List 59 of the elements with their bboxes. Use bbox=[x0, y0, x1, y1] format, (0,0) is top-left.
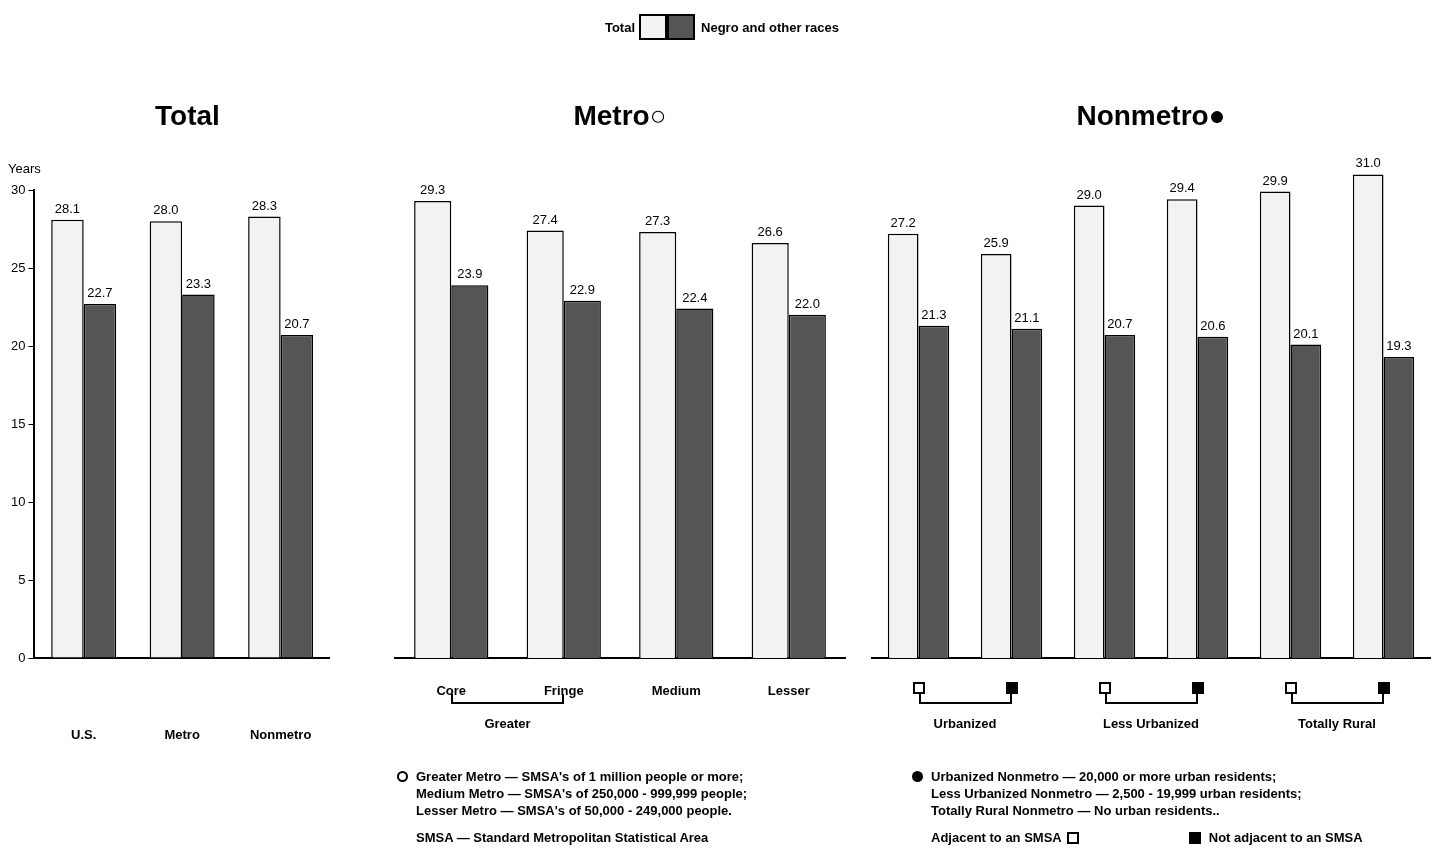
data-label: 31.0 bbox=[1355, 155, 1381, 171]
data-label: 23.9 bbox=[457, 266, 483, 282]
data-label: 25.9 bbox=[983, 235, 1009, 251]
y-tick-label: 0 bbox=[18, 649, 26, 665]
text: Less Urbanized Nonmetro — 2,500 - 19,999 urban residents; bbox=[931, 785, 1302, 802]
y-tick-label: 30 bbox=[10, 181, 26, 197]
data-label: 29.0 bbox=[1076, 186, 1102, 202]
data-label: 20.7 bbox=[284, 316, 310, 332]
x-tick-label: U.S. bbox=[71, 727, 97, 743]
chart-title: Metro○ bbox=[572, 100, 668, 132]
data-label: 29.3 bbox=[420, 182, 446, 197]
x-tick-label: Medium bbox=[651, 683, 701, 699]
y-tick-label: 5 bbox=[18, 571, 26, 587]
x-tick-label: Metro bbox=[164, 727, 200, 743]
text: Urbanized bbox=[933, 716, 997, 731]
x-tick-label: Nonmetro bbox=[249, 727, 312, 743]
data-label: 27.4 bbox=[532, 211, 558, 227]
text: Total bbox=[604, 19, 636, 35]
data-label: 20.1 bbox=[1293, 325, 1319, 341]
legend-label: Negro and other races bbox=[701, 19, 840, 35]
data-label: 28.3 bbox=[251, 197, 278, 213]
data-label: 22.4 bbox=[682, 289, 708, 305]
text: Not adjacent to an SMSA bbox=[1208, 829, 1363, 846]
text: Less Urbanized bbox=[1102, 716, 1200, 731]
data-label: 20.7 bbox=[1107, 316, 1133, 332]
text: Lesser Metro — SMSA's of 50,000 - 249,000 people. bbox=[416, 802, 732, 819]
data-label: 20.6 bbox=[1200, 317, 1226, 333]
x-tick-label: Lesser bbox=[767, 683, 810, 699]
data-label: 21.1 bbox=[1014, 309, 1040, 325]
x-tick-label: Fringe bbox=[543, 683, 584, 699]
text: Greater bbox=[484, 716, 531, 731]
data-label: 21.3 bbox=[921, 306, 947, 322]
data-label: 29.9 bbox=[1262, 172, 1288, 188]
chart-title: Nonmetro● bbox=[1075, 100, 1227, 132]
y-axis-title: Years bbox=[8, 161, 42, 177]
data-label: 23.3 bbox=[185, 275, 212, 291]
chart-title: Total bbox=[154, 100, 221, 132]
y-tick-label: 20 bbox=[10, 337, 26, 353]
data-label: 27.3 bbox=[645, 213, 671, 229]
data-label: 28.0 bbox=[153, 202, 179, 218]
data-label: 26.6 bbox=[757, 224, 783, 240]
data-label: 28.1 bbox=[54, 200, 81, 216]
y-tick-label: 25 bbox=[10, 259, 26, 275]
data-label: 27.2 bbox=[890, 214, 916, 230]
x-tick-label: Core bbox=[436, 683, 467, 699]
text: Totally Rural bbox=[1298, 716, 1376, 731]
text: Urbanized Nonmetro — 20,000 or more urban residents; bbox=[931, 768, 1277, 785]
data-label: 22.0 bbox=[794, 295, 820, 311]
text: SMSA — Standard Metropolitan Statistical Area bbox=[416, 829, 709, 846]
y-tick-label: 10 bbox=[10, 493, 26, 509]
data-label: 22.9 bbox=[569, 281, 595, 297]
text: Medium Metro — SMSA's of 250,000 - 999,999 people; bbox=[416, 785, 748, 802]
data-label: 29.4 bbox=[1169, 180, 1195, 196]
data-label: 22.7 bbox=[87, 284, 113, 300]
text: Greater Metro — SMSA's of 1 million people or more; bbox=[416, 768, 744, 785]
y-tick-label: 15 bbox=[10, 415, 26, 431]
text: Adjacent to an SMSA bbox=[931, 829, 1062, 846]
data-label: 19.3 bbox=[1386, 338, 1412, 353]
text: Totally Rural Nonmetro — No urban residents.. bbox=[931, 802, 1220, 819]
